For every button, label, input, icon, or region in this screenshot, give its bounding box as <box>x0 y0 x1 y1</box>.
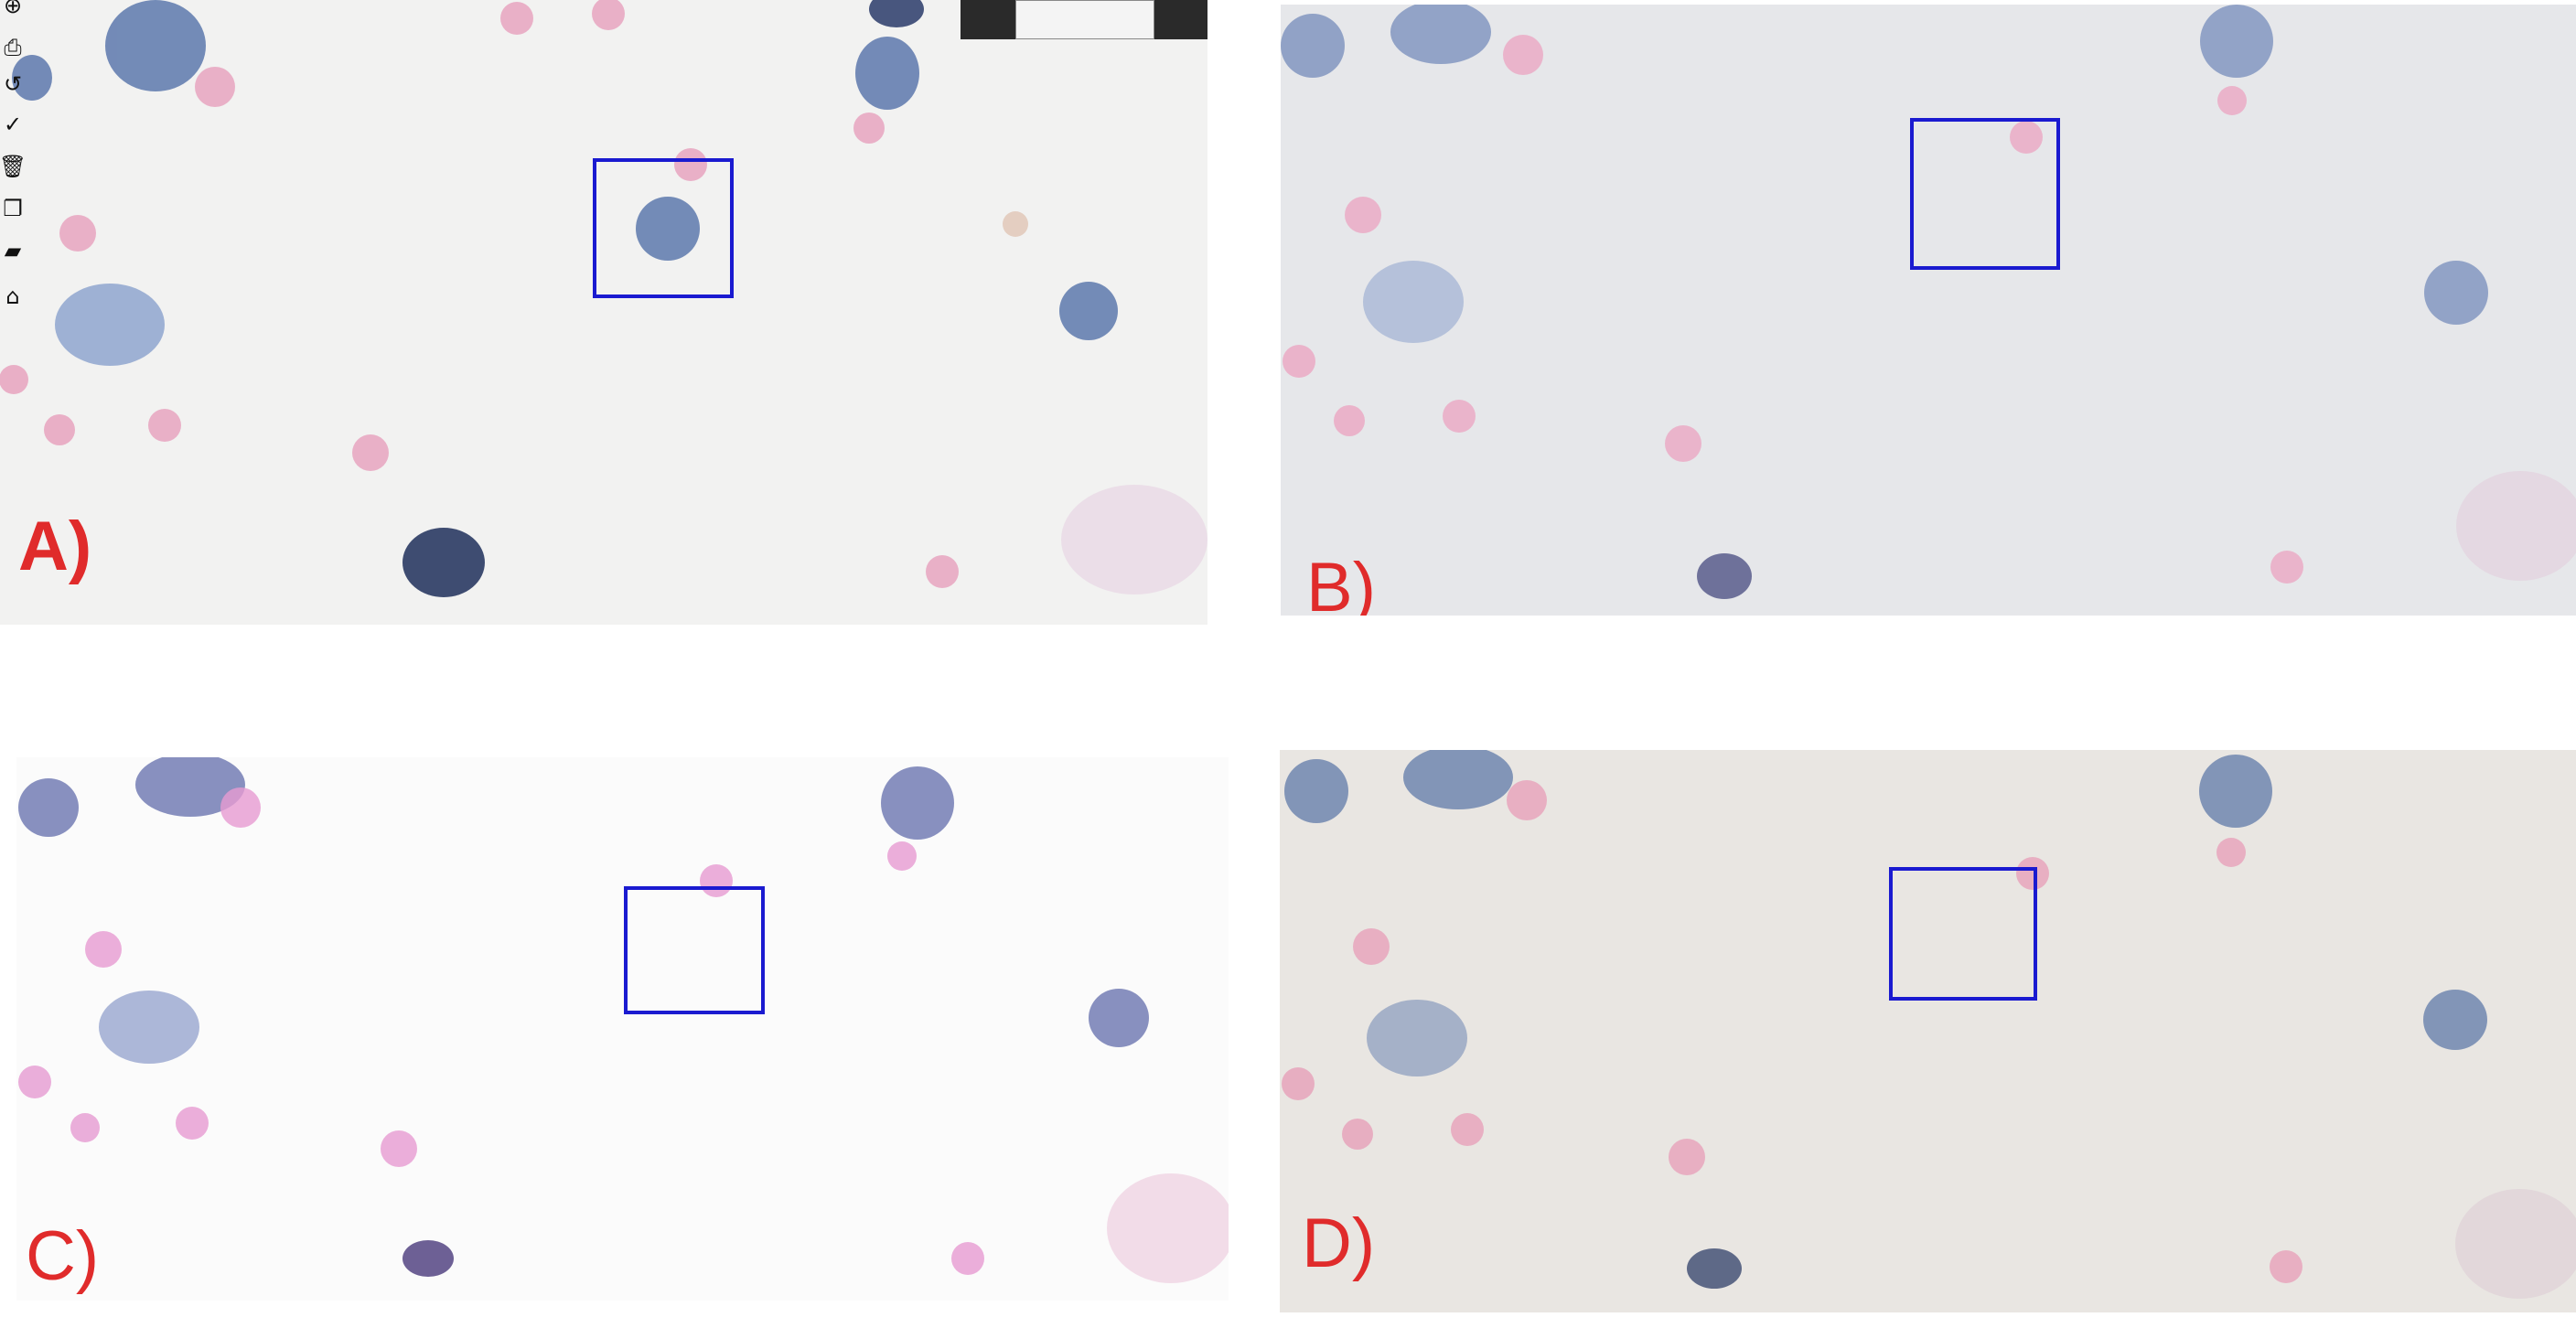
blue-cell <box>12 55 52 101</box>
pink-cell <box>220 787 261 828</box>
pink-cell <box>1282 1067 1315 1100</box>
pink-cell <box>2016 857 2049 890</box>
blue-cell <box>2424 261 2488 325</box>
pink-cell <box>1345 197 1381 233</box>
panel-label: C) <box>26 1217 100 1295</box>
zoom-icon[interactable]: ⊕ <box>3 0 23 18</box>
pink-cell <box>2456 471 2576 581</box>
pink-cell <box>2217 86 2247 115</box>
roi-box[interactable] <box>1889 867 2037 1001</box>
roi-box[interactable] <box>1910 118 2060 270</box>
pink-cell <box>2270 551 2303 584</box>
overview-thumbnail[interactable] <box>961 0 1208 39</box>
pink-cell <box>18 1066 51 1098</box>
panel-a-microscopy: ⊕ ⎙ ↺ ✓ 🗑 ❐ ▰ ⌂ A) <box>0 0 1208 625</box>
blue-cell <box>1059 282 1118 340</box>
pink-cell <box>70 1113 100 1142</box>
pink-cell <box>1061 485 1208 594</box>
dark-cell <box>402 1240 454 1277</box>
panel-a-cells <box>0 0 1208 597</box>
blue-cell <box>1367 1000 1467 1076</box>
blue-cell <box>18 778 79 837</box>
check-icon[interactable]: ✓ <box>3 112 23 137</box>
pink-cell <box>44 414 75 445</box>
blue-cell <box>135 757 245 817</box>
panel-b-cells <box>1281 5 2576 599</box>
dark-cell <box>869 0 924 27</box>
pink-cell <box>887 841 917 871</box>
pink-cell <box>853 112 885 144</box>
print-icon[interactable]: ⎙ <box>4 35 22 60</box>
pink-cell <box>500 2 533 35</box>
pink-cell <box>2010 121 2043 154</box>
panel-label: D) <box>1302 1205 1376 1282</box>
roi-box[interactable] <box>593 158 734 298</box>
blue-cell <box>855 37 919 110</box>
blue-cell <box>105 0 206 91</box>
undo-icon[interactable]: ↺ <box>3 71 23 97</box>
panel-d-cells <box>1282 750 2576 1299</box>
pink-cell <box>1443 400 1476 433</box>
blue-cell <box>2200 5 2273 78</box>
folder-icon[interactable]: ▰ <box>4 238 22 263</box>
dark-cell <box>1687 1248 1742 1289</box>
panel-label: B) <box>1306 549 1376 616</box>
blue-cell <box>1089 989 1149 1047</box>
pink-cell <box>1334 405 1365 436</box>
dark-cell <box>402 528 485 597</box>
pink-cell <box>674 148 707 181</box>
pink-cell <box>2216 838 2246 867</box>
copy-icon[interactable]: ❐ <box>3 196 23 221</box>
pink-cell <box>1107 1173 1229 1283</box>
blue-cell <box>1281 14 1345 78</box>
pale-cell <box>1003 211 1028 237</box>
panel-c-microscopy: C) <box>16 757 1229 1301</box>
roi-box[interactable] <box>624 886 765 1014</box>
panel-c-cells <box>18 757 1229 1283</box>
pink-cell <box>85 931 122 968</box>
blue-cell <box>1284 759 1348 823</box>
blue-cell <box>2423 990 2487 1050</box>
pink-cell <box>1665 425 1701 462</box>
pink-cell <box>148 409 181 442</box>
blue-cell <box>636 197 700 261</box>
pink-cell <box>951 1242 984 1275</box>
pink-cell <box>381 1130 417 1167</box>
pink-cell <box>926 555 959 588</box>
pink-cell <box>1283 345 1315 378</box>
pink-cell <box>592 0 625 30</box>
pink-cell <box>1451 1113 1484 1146</box>
blue-cell <box>99 991 199 1064</box>
blue-cell <box>2199 755 2272 828</box>
blue-cell <box>881 766 954 840</box>
blue-cell <box>1363 261 1464 343</box>
trash-icon[interactable]: 🗑 <box>0 154 27 179</box>
pink-cell <box>2270 1250 2302 1283</box>
annotation-toolbar: ⊕ ⎙ ↺ ✓ 🗑 ❐ ▰ ⌂ <box>0 0 27 320</box>
pink-cell <box>1342 1119 1373 1150</box>
dark-cell <box>1697 553 1752 599</box>
thumbnail-viewport[interactable] <box>1015 0 1154 39</box>
pink-cell <box>176 1107 209 1140</box>
pink-cell <box>0 365 28 394</box>
pink-cell <box>352 434 389 471</box>
blue-cell <box>1390 5 1491 64</box>
basket-icon[interactable]: ⌂ <box>5 284 20 309</box>
pink-cell <box>195 67 235 107</box>
blue-cell <box>1403 750 1513 809</box>
pink-cell <box>1503 35 1543 75</box>
panel-label: A) <box>18 508 92 585</box>
pink-cell <box>1353 928 1390 965</box>
panel-d-microscopy: D) <box>1280 750 2576 1312</box>
blue-cell <box>55 284 165 366</box>
panel-b-microscopy: B) <box>1281 5 2576 616</box>
pink-cell <box>1669 1139 1705 1175</box>
pink-cell <box>59 215 96 252</box>
pink-cell <box>2455 1189 2576 1299</box>
pink-cell <box>1507 780 1547 820</box>
